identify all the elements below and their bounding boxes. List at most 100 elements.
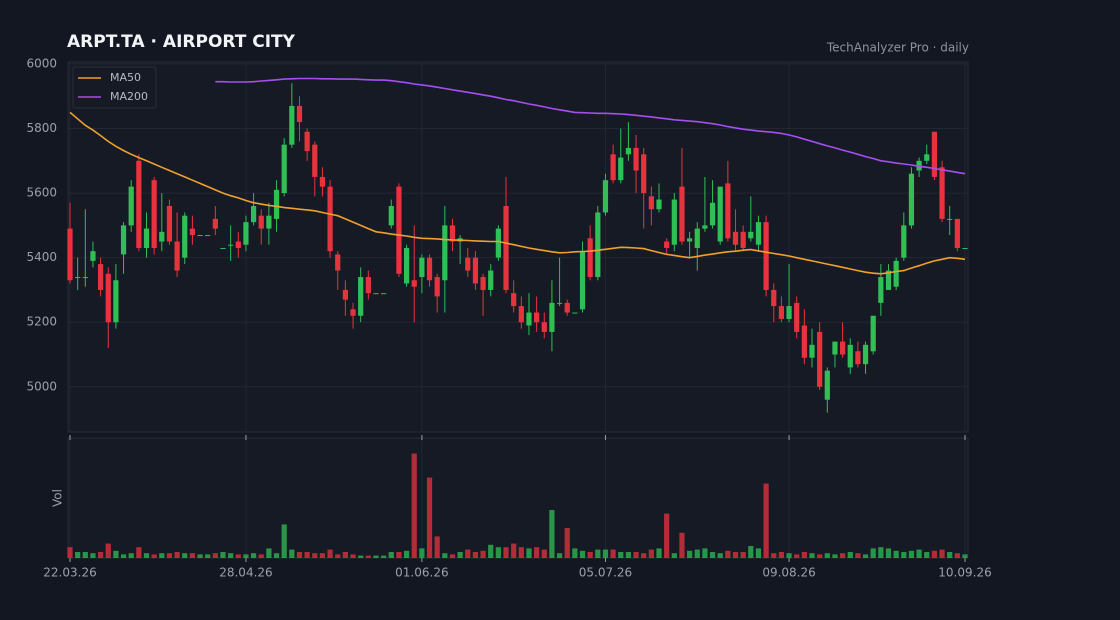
candle-body <box>778 306 785 319</box>
candle-body <box>358 277 364 316</box>
candle-body <box>381 293 387 295</box>
candle-body <box>250 205 257 223</box>
candle-body <box>503 205 509 290</box>
candle-body <box>901 225 907 258</box>
volume-bar <box>633 552 639 558</box>
candle-body <box>732 231 739 245</box>
candle-body <box>465 257 471 271</box>
candle-body <box>885 270 892 290</box>
volume-bar <box>97 552 104 558</box>
volume-bar <box>947 552 953 558</box>
volume-bar <box>235 554 241 558</box>
candle-body <box>472 257 479 284</box>
volume-bar <box>847 552 853 558</box>
volume-bar <box>388 552 394 558</box>
volume-bar <box>587 552 593 558</box>
volume-bar <box>434 536 440 558</box>
volume-bar <box>832 554 838 558</box>
volume-bar <box>687 550 693 558</box>
candle-body <box>862 344 869 365</box>
candle-body <box>878 277 884 303</box>
candle-body <box>786 306 792 319</box>
volume-bar <box>755 548 762 558</box>
volume-bar <box>924 552 930 558</box>
candle-body <box>205 235 211 237</box>
volume-bar <box>289 549 295 558</box>
volume-bar <box>495 547 501 558</box>
candle-body <box>273 189 280 219</box>
legend-label: MA50 <box>110 71 141 84</box>
candle-body <box>717 186 723 242</box>
volume-bar <box>786 553 792 558</box>
volume-bar <box>778 552 785 558</box>
candle-body <box>824 370 830 400</box>
volume-bar <box>205 554 211 558</box>
candle-body <box>541 322 547 332</box>
volume-bar <box>518 547 524 558</box>
candle-body <box>924 154 930 161</box>
volume-bar <box>250 553 257 558</box>
candle-body <box>625 147 632 155</box>
volume-bar <box>403 550 410 558</box>
volume-bar <box>166 553 173 558</box>
candle-body <box>281 144 287 194</box>
candle-body <box>434 277 440 297</box>
candle-body <box>182 215 188 258</box>
volume-bar <box>381 555 387 558</box>
candle-body <box>725 183 731 239</box>
volume-bar <box>281 524 287 558</box>
volume-bar <box>189 553 195 558</box>
volume-label: Vol <box>51 489 65 507</box>
volume-bar <box>182 553 188 558</box>
candle-body <box>296 105 303 123</box>
volume-bar <box>602 549 609 558</box>
volume-bar <box>350 554 356 558</box>
candle-body <box>954 218 960 248</box>
legend: MA50 MA200 <box>72 66 157 109</box>
candle-body <box>373 293 379 295</box>
marks <box>67 77 968 558</box>
volume-bar <box>419 548 425 558</box>
volume-bar <box>243 554 249 558</box>
candle-body <box>755 222 762 245</box>
volume-bar <box>258 554 264 558</box>
candle-body <box>327 186 333 252</box>
volume-bar <box>641 553 647 558</box>
volume-bar <box>174 552 180 558</box>
candle-body <box>855 351 861 365</box>
candle-body <box>128 186 134 226</box>
candle-body <box>572 312 578 314</box>
volume-bar <box>870 548 876 558</box>
volume-bar <box>717 553 723 558</box>
candle-body <box>342 289 348 300</box>
candle-body <box>75 277 81 279</box>
y-tick-label: 5000 <box>26 379 57 393</box>
volume-bar <box>824 553 830 558</box>
volume-bar <box>725 550 731 558</box>
x-tick-label: 09.08.26 <box>762 566 815 580</box>
ma-line <box>215 77 966 175</box>
candle-body <box>687 238 693 242</box>
candle-body <box>633 147 639 171</box>
volume-bar <box>526 548 532 558</box>
candle-body <box>641 154 647 194</box>
candle-body <box>442 225 448 281</box>
volume-bar <box>908 550 915 558</box>
candle-body <box>794 302 800 332</box>
y-tick-label: 5800 <box>26 121 57 135</box>
volume-bar <box>771 553 777 558</box>
candle-body <box>771 289 777 307</box>
volume-bar <box>840 553 846 558</box>
price-pane <box>67 61 969 433</box>
candle-body <box>258 215 264 229</box>
candle-body <box>671 199 677 245</box>
volume-bar <box>67 547 73 558</box>
volume-bar <box>296 552 303 558</box>
volume-bar <box>136 547 142 558</box>
candle-body <box>587 238 593 278</box>
x-tick-label: 10.09.26 <box>938 566 991 580</box>
volume-bar <box>327 549 333 558</box>
candle-body <box>396 186 402 274</box>
candle-body <box>365 277 371 294</box>
